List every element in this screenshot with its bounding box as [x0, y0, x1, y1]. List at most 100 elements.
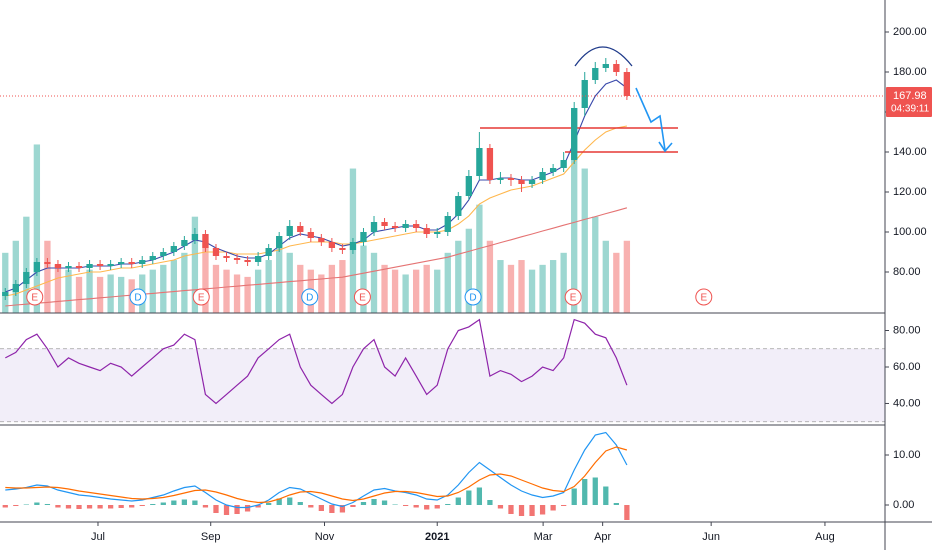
- macd-histogram-bar: [445, 504, 451, 505]
- macd-histogram-bar: [561, 505, 567, 506]
- y-tick-label: 200.00: [893, 26, 927, 38]
- candle-body: [413, 224, 420, 228]
- macd-histogram-bar: [329, 505, 335, 513]
- volume-bar: [476, 204, 483, 313]
- macd-histogram-bar: [287, 497, 293, 505]
- macd-histogram-bar: [424, 505, 430, 510]
- x-tick-label: Sep: [201, 531, 221, 543]
- countdown-label: 04:39:11: [891, 104, 930, 115]
- candle-body: [444, 216, 451, 232]
- candle-body: [44, 262, 51, 264]
- candle-body: [623, 72, 631, 96]
- macd-histogram-bar: [192, 500, 198, 505]
- event-label: E: [198, 293, 205, 304]
- volume-bar: [413, 269, 420, 313]
- candle-body: [65, 266, 72, 268]
- event-marker: [353, 288, 371, 306]
- macd-histogram-bar: [339, 505, 346, 513]
- volume-bar: [402, 274, 409, 313]
- macd-histogram-bar: [181, 499, 188, 505]
- volume-bar: [497, 260, 504, 313]
- candle-body: [476, 148, 483, 176]
- volume-bar: [96, 276, 104, 313]
- candle-body: [402, 224, 409, 228]
- macd-histogram-bar: [160, 502, 166, 505]
- candle-body: [339, 248, 346, 250]
- macd-histogram-bar: [244, 505, 251, 512]
- y-tick-label: 40.00: [893, 397, 921, 409]
- volume-bar: [465, 228, 472, 313]
- x-tick-label: Aug: [815, 531, 835, 543]
- volume-bar: [613, 252, 620, 313]
- macd-histogram-bar: [129, 505, 135, 508]
- y-tick-label: 80.00: [893, 324, 921, 336]
- macd-histogram-bar: [371, 499, 377, 505]
- x-tick-label: Apr: [594, 531, 611, 543]
- x-tick-label: Mar: [534, 531, 553, 543]
- y-tick-label: 100.00: [893, 226, 927, 238]
- y-tick-label: 80.00: [893, 266, 921, 278]
- macd-histogram-bar: [23, 504, 29, 505]
- candle-body: [86, 264, 93, 268]
- volume-bar: [486, 240, 494, 313]
- candle-body: [381, 222, 388, 226]
- candle-body: [54, 264, 62, 268]
- macd-histogram-bar: [613, 503, 619, 505]
- candle-body: [286, 226, 293, 236]
- candle-body: [233, 258, 241, 260]
- panes: 200.00180.00160.00140.00120.00100.0080.0…: [0, 26, 932, 543]
- candle-body: [328, 242, 336, 248]
- indicator-line: [5, 318, 628, 405]
- event-marker: [564, 288, 582, 306]
- candle-body: [212, 248, 220, 256]
- candle-body: [434, 232, 441, 234]
- macd-histogram-bar: [202, 505, 209, 508]
- macd-histogram-bar: [497, 505, 504, 509]
- volume-bar: [518, 260, 525, 313]
- candle-body: [254, 256, 262, 262]
- rsi-band: [0, 348, 885, 422]
- candle-body: [297, 226, 304, 232]
- macd-histogram-bar: [624, 505, 630, 520]
- candle-body: [507, 178, 515, 180]
- macd-histogram-bar: [65, 505, 72, 509]
- candle-body: [497, 178, 504, 180]
- volume-bar: [318, 274, 325, 313]
- macd-histogram-bar: [255, 505, 261, 508]
- candle-body: [349, 242, 357, 250]
- event-label: E: [700, 293, 707, 304]
- candle-body: [528, 180, 536, 184]
- candle-body: [202, 234, 209, 248]
- volume-bar: [571, 108, 578, 313]
- macd-histogram-bar: [466, 490, 472, 505]
- candle-body: [518, 180, 525, 184]
- volume-bar: [244, 276, 251, 313]
- macd-histogram-bar: [508, 505, 514, 514]
- volume-bar: [265, 260, 272, 313]
- volume-bar: [434, 269, 441, 313]
- candle-body: [23, 272, 30, 284]
- macd-histogram-bar: [350, 505, 356, 507]
- macd-histogram-bar: [434, 505, 440, 509]
- event-label: E: [31, 293, 38, 304]
- candle-body: [75, 266, 83, 268]
- indicator-line: [5, 431, 628, 509]
- macd-histogram-bar: [360, 502, 367, 505]
- candle-body: [455, 196, 462, 216]
- volume-bar: [370, 252, 378, 313]
- macd-histogram-bar: [234, 505, 240, 514]
- macd-histogram-bar: [44, 504, 51, 505]
- macd-histogram-bar: [276, 498, 282, 505]
- candle-body: [33, 262, 41, 272]
- volume-bar: [170, 260, 177, 313]
- volume-bar: [391, 269, 399, 313]
- macd-histogram-bar: [86, 505, 93, 509]
- volume-bar: [65, 269, 72, 313]
- event-marker: [301, 288, 319, 306]
- volume-bar: [149, 269, 156, 313]
- volume-bar: [581, 168, 588, 313]
- volume-bar: [423, 264, 430, 313]
- candle-body: [592, 68, 599, 80]
- candle-body: [581, 80, 588, 108]
